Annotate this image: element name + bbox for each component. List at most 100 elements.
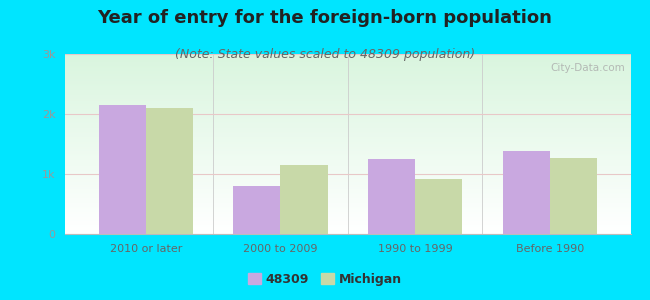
Bar bbox=[65, 95, 630, 96]
Bar bbox=[65, 130, 630, 131]
Bar bbox=[65, 108, 630, 109]
Bar bbox=[65, 225, 630, 226]
Bar bbox=[65, 170, 630, 171]
Bar bbox=[65, 131, 630, 132]
Bar bbox=[65, 191, 630, 192]
Bar bbox=[65, 138, 630, 139]
Bar bbox=[65, 60, 630, 61]
Bar bbox=[65, 202, 630, 203]
Bar bbox=[65, 206, 630, 207]
Bar bbox=[65, 223, 630, 224]
Bar bbox=[65, 87, 630, 88]
Bar bbox=[65, 61, 630, 62]
Bar bbox=[65, 165, 630, 166]
Bar bbox=[65, 163, 630, 164]
Bar bbox=[65, 58, 630, 59]
Bar bbox=[65, 127, 630, 128]
Text: City-Data.com: City-Data.com bbox=[550, 63, 625, 73]
Bar bbox=[65, 167, 630, 168]
Text: Year of entry for the foreign-born population: Year of entry for the foreign-born popul… bbox=[98, 9, 552, 27]
Bar bbox=[65, 106, 630, 107]
Bar bbox=[65, 209, 630, 210]
Bar bbox=[65, 64, 630, 65]
Bar bbox=[65, 229, 630, 230]
Bar bbox=[65, 110, 630, 111]
Bar bbox=[65, 150, 630, 151]
Bar bbox=[65, 71, 630, 72]
Text: (Note: State values scaled to 48309 population): (Note: State values scaled to 48309 popu… bbox=[175, 48, 475, 61]
Bar bbox=[233, 186, 280, 234]
Bar bbox=[65, 80, 630, 81]
Bar bbox=[65, 198, 630, 199]
Bar bbox=[65, 121, 630, 122]
Bar bbox=[65, 166, 630, 167]
Bar bbox=[65, 133, 630, 134]
Bar bbox=[65, 79, 630, 80]
Bar bbox=[65, 68, 630, 69]
Bar bbox=[65, 180, 630, 181]
Bar bbox=[65, 74, 630, 75]
Bar bbox=[65, 178, 630, 179]
Bar bbox=[65, 109, 630, 110]
Bar bbox=[65, 218, 630, 219]
Bar bbox=[415, 179, 462, 234]
Bar bbox=[65, 189, 630, 190]
Bar bbox=[65, 54, 630, 55]
Bar bbox=[65, 204, 630, 205]
Bar bbox=[65, 192, 630, 193]
Bar bbox=[65, 146, 630, 147]
Bar bbox=[65, 99, 630, 100]
Bar bbox=[65, 128, 630, 129]
Bar bbox=[65, 210, 630, 211]
Bar bbox=[65, 196, 630, 197]
Bar bbox=[65, 129, 630, 130]
Bar bbox=[65, 177, 630, 178]
Bar bbox=[146, 108, 193, 234]
Bar bbox=[65, 232, 630, 233]
Bar bbox=[65, 132, 630, 133]
Bar bbox=[65, 216, 630, 217]
Bar bbox=[65, 183, 630, 184]
Bar bbox=[65, 55, 630, 56]
Bar bbox=[65, 76, 630, 77]
Bar bbox=[65, 169, 630, 170]
Bar bbox=[65, 186, 630, 187]
Bar bbox=[65, 201, 630, 202]
Bar bbox=[65, 155, 630, 156]
Bar bbox=[65, 126, 630, 127]
Bar bbox=[65, 85, 630, 86]
Bar bbox=[65, 102, 630, 103]
Bar bbox=[65, 78, 630, 79]
Bar bbox=[65, 140, 630, 141]
Bar bbox=[65, 233, 630, 234]
Bar bbox=[65, 97, 630, 98]
Bar bbox=[65, 84, 630, 85]
Bar bbox=[65, 162, 630, 163]
Bar bbox=[65, 215, 630, 216]
Bar bbox=[65, 77, 630, 78]
Bar bbox=[65, 188, 630, 189]
Bar bbox=[65, 137, 630, 138]
Bar bbox=[65, 173, 630, 174]
Bar bbox=[65, 62, 630, 63]
Bar bbox=[65, 112, 630, 113]
Bar bbox=[65, 211, 630, 212]
Bar bbox=[65, 92, 630, 93]
Bar bbox=[65, 88, 630, 89]
Bar bbox=[280, 165, 328, 234]
Bar bbox=[65, 213, 630, 214]
Bar bbox=[65, 194, 630, 195]
Legend: 48309, Michigan: 48309, Michigan bbox=[243, 268, 407, 291]
Bar bbox=[65, 57, 630, 58]
Bar bbox=[65, 105, 630, 106]
Bar bbox=[65, 231, 630, 232]
Bar bbox=[65, 118, 630, 119]
Bar bbox=[65, 160, 630, 161]
Bar bbox=[65, 119, 630, 120]
Bar bbox=[65, 208, 630, 209]
Bar bbox=[550, 158, 597, 234]
Bar bbox=[65, 219, 630, 220]
Bar bbox=[65, 70, 630, 71]
Bar bbox=[65, 90, 630, 91]
Bar bbox=[65, 141, 630, 142]
